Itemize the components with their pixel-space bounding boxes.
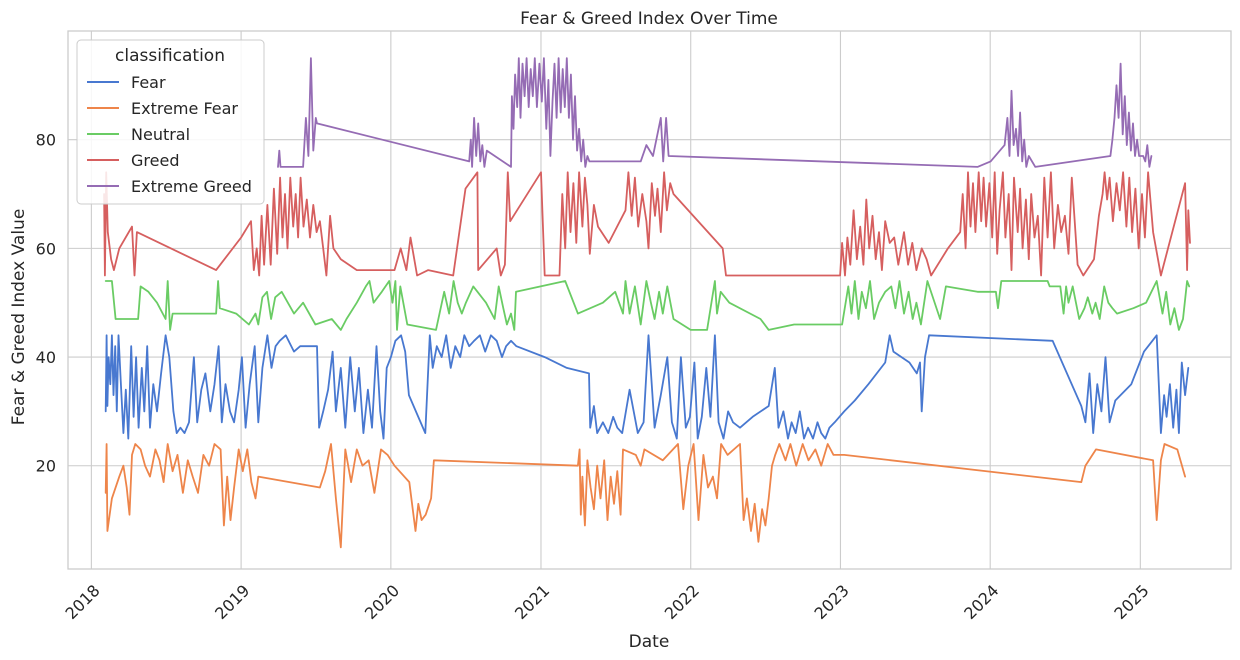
y-tick-label-40: 40	[36, 348, 56, 367]
legend-label-neutral: Neutral	[131, 125, 190, 144]
series-line-extreme-fear	[104, 443, 1186, 549]
x-tick-label-2018: 2018	[61, 581, 103, 623]
legend-label-greed: Greed	[131, 151, 179, 170]
series-line-extreme-greed	[277, 57, 1153, 168]
legend-label-extreme-greed: Extreme Greed	[131, 177, 252, 196]
legend-item-greed: Greed	[87, 151, 179, 170]
legend-item-neutral: Neutral	[87, 125, 190, 144]
y-tick-label-20: 20	[36, 457, 56, 476]
legend-item-fear: Fear	[87, 73, 166, 92]
plot-frame	[67, 30, 1232, 570]
legend-box	[76, 39, 265, 205]
series-line-fear	[104, 334, 1190, 440]
x-tick-label-2019: 2019	[211, 581, 253, 623]
series-line-greed	[103, 171, 1191, 277]
legend: classification Fear Extreme Fear Neutral Gr…	[76, 39, 265, 205]
series-line-neutral	[104, 280, 1191, 331]
x-tick-label-2024: 2024	[960, 581, 1002, 623]
x-tick-label-2022: 2022	[661, 581, 703, 623]
y-axis-label: Fear & Greed Index Value	[9, 209, 29, 426]
x-tick-label-2021: 2021	[511, 581, 553, 623]
chart-title: Fear & Greed Index Over Time	[520, 9, 778, 29]
legend-item-extreme-greed: Extreme Greed	[87, 177, 252, 196]
series-layer	[103, 57, 1191, 549]
legend-label-fear: Fear	[131, 73, 166, 92]
y-tick-label-80: 80	[36, 131, 56, 150]
legend-label-extreme-fear: Extreme Fear	[131, 99, 238, 118]
x-tick-label-2025: 2025	[1110, 581, 1152, 623]
x-tick-label-2023: 2023	[811, 581, 853, 623]
legend-item-extreme-fear: Extreme Fear	[87, 99, 238, 118]
legend-items: Fear Extreme Fear Neutral Greed Extreme Gree…	[87, 73, 252, 196]
y-tick-label-60: 60	[36, 239, 56, 258]
x-axis-label: Date	[629, 632, 670, 652]
x-tick-label-2020: 2020	[361, 581, 403, 623]
legend-title: classification	[115, 46, 225, 66]
